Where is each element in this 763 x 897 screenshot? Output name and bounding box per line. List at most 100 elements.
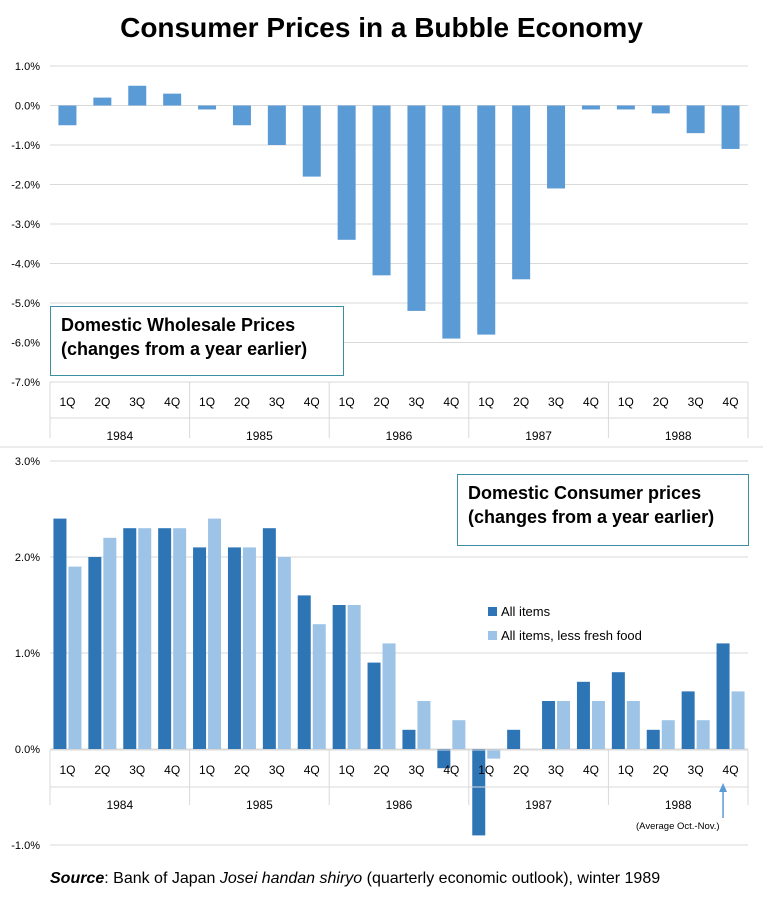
quarter-tick-label: 2Q [94, 763, 110, 777]
bar [611, 672, 625, 749]
quarter-tick-label: 1Q [618, 395, 634, 409]
legend-label-less-fresh-food: All items, less fresh food [501, 628, 642, 643]
chart-title: Consumer Prices in a Bubble Economy [120, 12, 643, 43]
quarter-tick-label: 2Q [653, 395, 669, 409]
source-text-before: : Bank of Japan [104, 870, 220, 887]
consumer-title-line-2: (changes from a year earlier) [468, 507, 715, 527]
quarter-tick-label: 4Q [164, 763, 180, 777]
quarter-tick-label: 1Q [199, 763, 215, 777]
quarter-tick-label: 4Q [723, 395, 739, 409]
y-tick-label: -6.0% [11, 338, 40, 350]
y-tick-label: -3.0% [11, 219, 40, 231]
y-tick-label: 1.0% [15, 61, 40, 73]
quarter-tick-label: 2Q [94, 395, 110, 409]
bar [267, 105, 286, 145]
bar [557, 701, 571, 749]
wholesale-title-line-1: Domestic Wholesale Prices [61, 315, 296, 335]
quarter-tick-label: 3Q [548, 395, 564, 409]
consumer-title-box: Domestic Consumer prices (changes from a… [457, 474, 749, 546]
quarter-tick-label: 2Q [374, 763, 390, 777]
year-tick-label: 1988 [665, 429, 692, 443]
quarter-tick-label: 1Q [618, 763, 634, 777]
bar [302, 105, 321, 177]
quarter-tick-label: 3Q [548, 763, 564, 777]
wholesale-title-box: Domestic Wholesale Prices (changes from … [50, 306, 344, 376]
year-tick-label: 1984 [106, 798, 133, 812]
source-label: Source [50, 870, 105, 887]
quarter-tick-label: 4Q [723, 763, 739, 777]
year-tick-label: 1988 [665, 798, 692, 812]
bar [472, 749, 486, 836]
bar [542, 701, 556, 749]
bar [507, 729, 521, 749]
source-italic: Josei handan shiryo [219, 870, 363, 887]
source-text-after: (quarterly economic outlook), winter 198… [362, 870, 661, 887]
bar [382, 643, 396, 749]
quarter-tick-label: 4Q [164, 395, 180, 409]
y-tick-label: 1.0% [15, 648, 40, 660]
year-tick-label: 1986 [386, 429, 413, 443]
legend-item-less-fresh-food: All items, less fresh food [488, 628, 642, 643]
quarter-tick-label: 2Q [513, 395, 529, 409]
bar [686, 105, 705, 134]
bar [452, 720, 466, 749]
bar [242, 547, 256, 749]
bar [158, 528, 172, 749]
wholesale-title-line-2: (changes from a year earlier) [61, 339, 308, 359]
bar [138, 528, 152, 749]
bar [208, 518, 222, 749]
quarter-tick-label: 3Q [688, 763, 704, 777]
bar [716, 643, 730, 749]
bar [661, 720, 675, 749]
quarter-tick-label: 2Q [234, 763, 250, 777]
year-tick-label: 1987 [525, 798, 552, 812]
bar [407, 105, 426, 311]
quarter-tick-label: 4Q [304, 763, 320, 777]
bar [173, 528, 187, 749]
quarter-tick-label: 3Q [269, 763, 285, 777]
y-tick-label: 3.0% [15, 456, 40, 468]
quarter-tick-label: 1Q [478, 763, 494, 777]
quarter-tick-label: 2Q [513, 763, 529, 777]
y-tick-label: 2.0% [15, 552, 40, 564]
bar [312, 624, 326, 749]
bar [367, 662, 381, 749]
bar [402, 729, 416, 749]
quarter-tick-label: 3Q [129, 763, 145, 777]
quarter-tick-label: 1Q [339, 763, 355, 777]
bar [721, 105, 740, 149]
quarter-tick-label: 1Q [199, 395, 215, 409]
bar [646, 729, 660, 749]
quarter-tick-label: 4Q [583, 395, 599, 409]
bar [332, 605, 346, 749]
quarter-tick-label: 3Q [269, 395, 285, 409]
source-note: Source: Bank of Japan Josei handan shiry… [50, 870, 660, 888]
bar [88, 557, 102, 749]
quarter-tick-label: 1Q [339, 395, 355, 409]
bar [626, 701, 640, 749]
bar [123, 528, 137, 749]
year-tick-label: 1987 [525, 429, 552, 443]
bar [576, 681, 590, 749]
bar [277, 557, 291, 749]
y-tick-label: -1.0% [11, 140, 40, 152]
bar [227, 547, 241, 749]
legend-label-all-items: All items [501, 604, 551, 619]
bar [93, 97, 112, 106]
bar [68, 566, 82, 749]
bar [297, 595, 311, 749]
year-tick-label: 1986 [386, 798, 413, 812]
y-tick-label: 0.0% [15, 744, 40, 756]
bar [442, 105, 461, 339]
y-tick-label: -2.0% [11, 180, 40, 192]
bar [372, 105, 391, 276]
quarter-tick-label: 1Q [59, 763, 75, 777]
bar [581, 105, 600, 110]
quarter-tick-label: 1Q [59, 395, 75, 409]
bar [103, 537, 117, 749]
bar [417, 701, 431, 749]
bar [547, 105, 566, 189]
y-tick-label: -4.0% [11, 259, 40, 271]
quarter-tick-label: 2Q [234, 395, 250, 409]
